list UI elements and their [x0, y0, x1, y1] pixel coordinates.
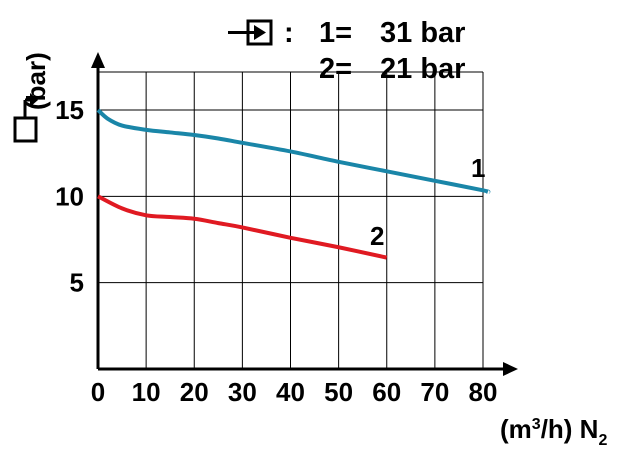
x-tick-label-0: 0: [91, 377, 105, 407]
axes: [91, 52, 518, 376]
legend-separator: :: [284, 17, 294, 49]
y-tick-label-5: 5: [70, 268, 84, 298]
legend-entry-2-value: 21 bar: [380, 53, 465, 85]
y-axis-label-group: (bar): [13, 52, 51, 143]
series-label-2: 2: [370, 221, 384, 251]
y-tick-label-15: 15: [55, 95, 84, 125]
outlet-arrow-box-icon: [13, 93, 38, 143]
y-tick-label-10: 10: [55, 181, 84, 211]
x-tick-label-60: 60: [372, 377, 401, 407]
series-line-1: [96, 108, 491, 194]
series: [96, 108, 491, 260]
x-tick-label-20: 20: [180, 377, 209, 407]
x-tick-label-30: 30: [228, 377, 257, 407]
legend-entry-1-value: 31 bar: [380, 17, 465, 49]
legend: : 1= 31 bar 2= 21 bar: [228, 17, 465, 85]
x-tick-label-80: 80: [469, 377, 498, 407]
series-labels: 12: [370, 153, 485, 251]
x-tick-label-70: 70: [420, 377, 449, 407]
tick-labels: 0 10 20 30 40 50 60 70 80 5 10 15: [55, 95, 497, 407]
series-line-2: [97, 194, 388, 260]
x-axis-arrow: [503, 362, 518, 376]
x-axis-label: (m3/h) N2: [500, 414, 607, 449]
inlet-arrow-box-icon: [228, 19, 273, 46]
x-tick-label-50: 50: [324, 377, 353, 407]
legend-entry-2-key: 2=: [319, 53, 352, 85]
legend-entry-1-key: 1=: [319, 17, 352, 49]
y-axis-arrow: [91, 52, 105, 68]
x-tick-label-10: 10: [132, 377, 161, 407]
x-axis-label-text: (m: [500, 414, 532, 444]
grid: [98, 71, 484, 369]
x-tick-label-40: 40: [276, 377, 305, 407]
series-label-1: 1: [471, 153, 485, 183]
